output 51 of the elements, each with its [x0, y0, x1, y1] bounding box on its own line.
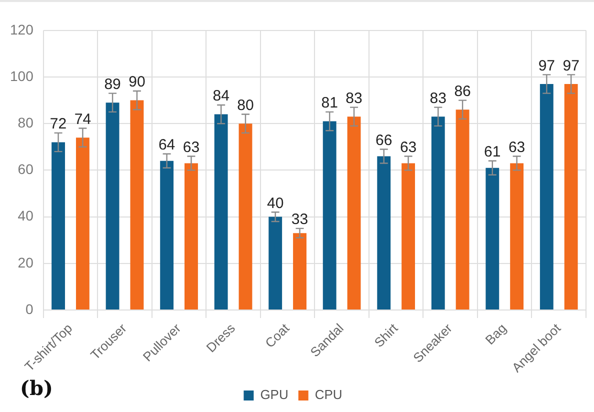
- bar: [76, 138, 90, 310]
- y-tick-label: 100: [10, 68, 34, 84]
- data-label: 80: [237, 96, 254, 114]
- y-tick-label: 20: [18, 254, 34, 270]
- data-label: 63: [400, 138, 417, 156]
- bar: [456, 110, 470, 310]
- data-label: 84: [212, 88, 230, 105]
- y-tick-label: 80: [18, 114, 34, 130]
- data-label: 66: [376, 132, 392, 149]
- bar: [564, 84, 578, 310]
- bar: [293, 233, 306, 310]
- data-label: 64: [158, 136, 176, 154]
- bar: [431, 116, 445, 310]
- y-tick-label: 0: [26, 300, 34, 317]
- bar: [540, 84, 554, 310]
- y-tick-label: 40: [18, 208, 34, 224]
- bar: [486, 168, 500, 310]
- bar: [184, 163, 198, 310]
- bar: [268, 216, 282, 310]
- data-label: 83: [430, 90, 446, 107]
- data-label: 33: [291, 211, 308, 228]
- bar: [130, 100, 144, 310]
- x-tick-label: Bag: [482, 320, 510, 348]
- text: (b): [20, 376, 53, 400]
- legend-label: GPU: [260, 387, 288, 402]
- bar: [347, 116, 361, 310]
- data-label: 74: [74, 110, 92, 128]
- data-label: 83: [346, 90, 362, 107]
- data-label: 89: [104, 76, 121, 93]
- bar: [377, 156, 391, 310]
- data-label: 86: [454, 82, 471, 100]
- bar: [238, 124, 252, 310]
- bar: [402, 163, 415, 310]
- data-label: 90: [128, 74, 146, 91]
- data-label: 81: [321, 94, 338, 112]
- bar: [160, 160, 174, 310]
- bar: [322, 121, 336, 310]
- legend-label: CPU: [314, 387, 342, 402]
- y-tick-label: 60: [18, 161, 34, 178]
- y-tick-label: 120: [10, 21, 34, 38]
- data-label: 72: [50, 116, 67, 133]
- data-label: 63: [508, 138, 526, 156]
- data-label: 97: [538, 57, 555, 74]
- bar: [106, 102, 120, 310]
- data-label: 97: [562, 57, 580, 74]
- bar: [52, 142, 65, 310]
- bar: [510, 163, 524, 310]
- data-label: 40: [266, 194, 284, 212]
- data-label: 63: [182, 138, 200, 156]
- data-label: 61: [484, 144, 501, 161]
- bar: [214, 114, 228, 310]
